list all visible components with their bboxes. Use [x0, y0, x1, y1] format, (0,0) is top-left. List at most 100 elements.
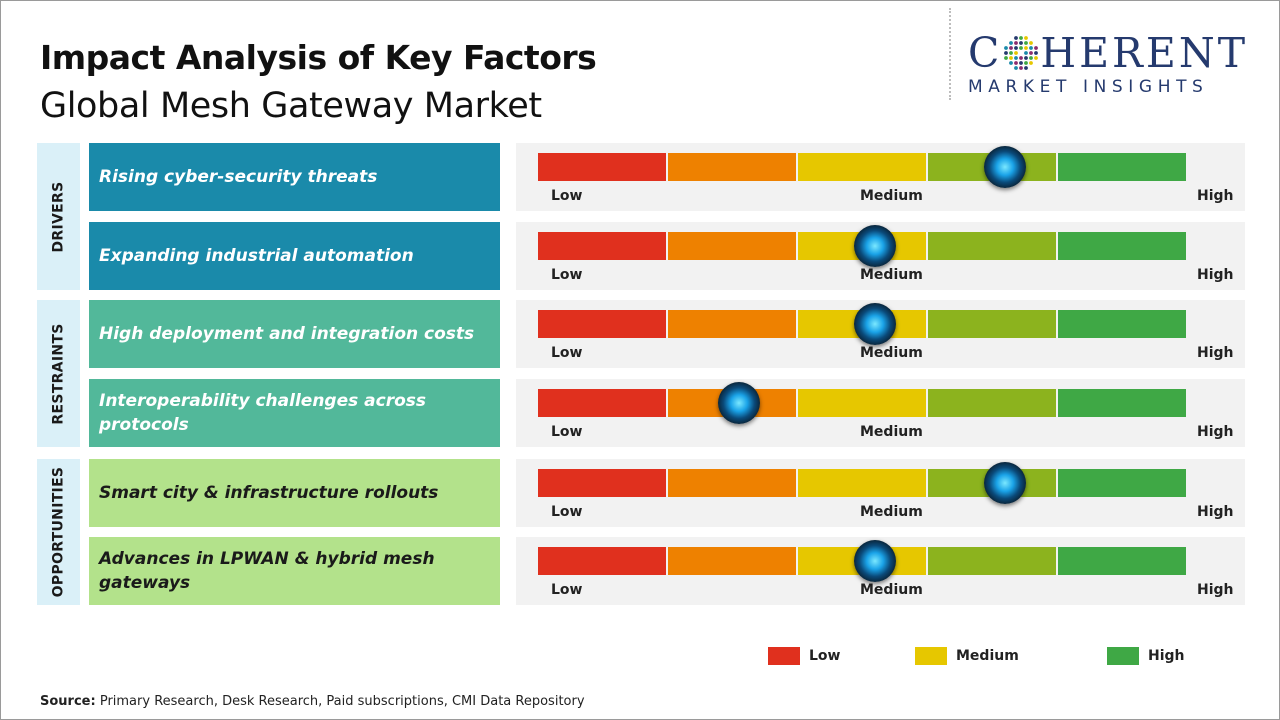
legend-label-low: Low	[809, 648, 841, 664]
gauge-segment	[538, 153, 666, 181]
gauge-label-high: High	[1197, 504, 1234, 520]
gauge-label-high: High	[1197, 345, 1234, 361]
gauge-segment	[1058, 153, 1186, 181]
logo-dot	[1014, 36, 1019, 40]
page-title: Impact Analysis of Key Factors	[40, 38, 597, 77]
impact-gauge: Low Medium High	[516, 222, 1245, 290]
category-label: OPPORTUNITIES	[50, 466, 67, 598]
logo-globe-icon	[1004, 36, 1039, 70]
page-subtitle: Global Mesh Gateway Market	[40, 86, 542, 126]
logo-dot	[1024, 56, 1029, 60]
gauge-segment	[928, 310, 1056, 338]
gauge-label-medium: Medium	[860, 267, 923, 283]
logo-dot	[1014, 41, 1019, 45]
logo-dot	[1014, 56, 1019, 60]
source-text: Primary Research, Desk Research, Paid su…	[99, 694, 585, 709]
impact-gauge: Low Medium High	[516, 379, 1245, 447]
gauge-label-medium: Medium	[860, 424, 923, 440]
logo-tagline: MARKET INSIGHTS	[968, 77, 1209, 97]
logo-wordmark: C HERENT	[968, 29, 1249, 77]
gauge-label-low: Low	[551, 582, 583, 598]
gauge-label-high: High	[1197, 267, 1234, 283]
impact-marker	[853, 303, 896, 345]
logo-dot	[1024, 46, 1029, 50]
logo-dot	[1009, 51, 1014, 55]
gauge-segment	[538, 547, 666, 575]
logo-dot	[1034, 46, 1039, 50]
logo-dot	[1024, 36, 1029, 40]
impact-marker	[983, 146, 1026, 188]
gauge-segment	[1058, 232, 1186, 260]
source-label: Source:	[40, 694, 96, 709]
gauge-segment	[668, 153, 796, 181]
logo-dot	[1004, 56, 1009, 60]
logo-dot	[1019, 56, 1024, 60]
factor-label: Expanding industrial automation	[89, 222, 500, 290]
gauge-segment	[928, 547, 1056, 575]
logo-dot	[1034, 51, 1039, 55]
gauge-label-low: Low	[551, 267, 583, 283]
gauge-segment	[538, 232, 666, 260]
logo-dot	[1004, 51, 1009, 55]
logo-dot	[1009, 56, 1014, 60]
gauge-label-low: Low	[551, 504, 583, 520]
logo-dot	[1004, 46, 1009, 50]
gauge-label-high: High	[1197, 424, 1234, 440]
gauge-label-high: High	[1197, 188, 1234, 204]
legend-label-medium: Medium	[956, 648, 1019, 664]
gauge-label-medium: Medium	[860, 188, 923, 204]
gauge-segment	[538, 389, 666, 417]
gauge-label-medium: Medium	[860, 582, 923, 598]
logo-dot	[1029, 51, 1034, 55]
logo-dot	[1009, 41, 1014, 45]
factor-label: Rising cyber-security threats	[89, 143, 500, 211]
category-drivers: DRIVERS	[37, 143, 80, 290]
gauge-segment	[1058, 547, 1186, 575]
gauge-label-medium: Medium	[860, 345, 923, 361]
factor-label: Advances in LPWAN & hybrid mesh gateways	[89, 537, 500, 605]
category-label: DRIVERS	[50, 181, 67, 252]
logo-dot	[1009, 61, 1014, 65]
gauge-segment	[928, 389, 1056, 417]
gauge-segment	[538, 469, 666, 497]
logo-dot	[1019, 41, 1024, 45]
logo-dot	[1014, 51, 1019, 55]
impact-gauge: Low Medium High	[516, 300, 1245, 368]
logo-dot	[1019, 66, 1024, 70]
category-restraints: RESTRAINTS	[37, 300, 80, 447]
impact-marker	[717, 382, 760, 424]
impact-marker	[853, 225, 896, 267]
impact-gauge: Low Medium High	[516, 537, 1245, 605]
impact-gauge: Low Medium High	[516, 459, 1245, 527]
company-logo: C HERENT MARKET INSIGHTS	[968, 32, 1263, 97]
factor-label: High deployment and integration costs	[89, 300, 500, 368]
gauge-segment	[798, 469, 926, 497]
legend-item-low: Low	[768, 647, 840, 665]
gauge-segment	[538, 310, 666, 338]
logo-divider	[949, 8, 951, 100]
logo-dot	[1024, 66, 1029, 70]
gauge-segment	[668, 547, 796, 575]
logo-dot	[1029, 61, 1034, 65]
gauge-label-medium: Medium	[860, 504, 923, 520]
gauge-segment	[668, 469, 796, 497]
gauge-label-low: Low	[551, 424, 583, 440]
logo-dot	[1009, 46, 1014, 50]
logo-dot	[1019, 61, 1024, 65]
gauge-segment	[1058, 389, 1186, 417]
impact-marker	[853, 540, 896, 582]
logo-dot	[1024, 61, 1029, 65]
logo-dot	[1014, 46, 1019, 50]
factor-label: Interoperability challenges across proto…	[89, 379, 500, 447]
logo-dot	[1029, 46, 1034, 50]
logo-dot	[1014, 61, 1019, 65]
source-note: Source: Primary Research, Desk Research,…	[40, 694, 585, 709]
gauge-segment	[1058, 310, 1186, 338]
legend-item-high: High	[1107, 647, 1185, 665]
gauge-segment	[668, 232, 796, 260]
logo-dot	[1024, 41, 1029, 45]
category-label: RESTRAINTS	[50, 322, 67, 425]
gauge-label-low: Low	[551, 345, 583, 361]
logo-dot	[1014, 66, 1019, 70]
gauge-segment	[668, 310, 796, 338]
